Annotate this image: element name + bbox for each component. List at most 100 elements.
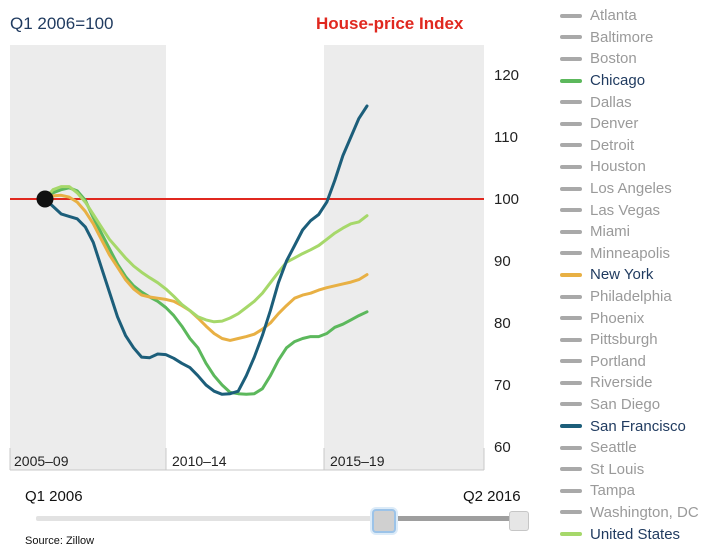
legend-item-san-francisco[interactable]: San Francisco: [560, 415, 710, 437]
legend-swatch: [560, 251, 582, 256]
legend-swatch: [560, 208, 582, 213]
time-slider-track[interactable]: [36, 516, 520, 521]
legend-label: Riverside: [590, 374, 653, 392]
period-labels: 2005–09 2010–14 2015–19: [14, 453, 385, 469]
legend-swatch: [560, 359, 582, 364]
series-line-san-francisco: [43, 104, 369, 396]
legend-swatch: [560, 56, 582, 61]
legend-label: Dallas: [590, 93, 632, 111]
legend-item-pittsburgh[interactable]: Pittsburgh: [560, 329, 710, 351]
legend-label: Miami: [590, 223, 630, 241]
period-band-3: [324, 45, 484, 470]
start-marker: [36, 190, 54, 208]
legend-label: Minneapolis: [590, 244, 671, 262]
legend-item-baltimore[interactable]: Baltimore: [560, 27, 710, 49]
legend-swatch: [560, 380, 582, 385]
source-note: Source: Zillow: [25, 535, 95, 547]
legend-swatch: [560, 316, 582, 321]
legend-item-united-states[interactable]: United States: [560, 523, 710, 545]
legend-label: Baltimore: [590, 28, 654, 46]
legend-swatch: [560, 164, 582, 169]
legend-swatch: [560, 488, 582, 493]
y-tick-label-110: 110: [494, 129, 518, 146]
legend-swatch: [560, 121, 582, 126]
start-marker-group: [36, 190, 54, 208]
legend-label: Chicago: [590, 72, 646, 90]
chart-subtitle: Q1 2006=100: [10, 14, 114, 33]
legend: Atlanta Baltimore Boston Chicago Dallas Denve…: [560, 5, 710, 545]
legend-label: San Francisco: [590, 417, 686, 435]
legend-item-las-vegas[interactable]: Las Vegas: [560, 199, 710, 221]
legend-label: Phoenix: [590, 309, 645, 327]
period-label-3: 2015–19: [330, 453, 385, 469]
legend-swatch: [560, 35, 582, 40]
legend-swatch: [560, 424, 582, 429]
period-band-1: [10, 45, 166, 470]
series-line-chicago: [43, 186, 369, 396]
y-tick-label-120: 120: [494, 67, 519, 84]
legend-swatch: [560, 78, 582, 83]
legend-item-portland[interactable]: Portland: [560, 351, 710, 373]
legend-swatch: [560, 229, 582, 234]
period-band-2: [166, 45, 324, 470]
legend-item-houston[interactable]: Houston: [560, 156, 710, 178]
y-tick-label-90: 90: [494, 253, 511, 270]
legend-label: Seattle: [590, 439, 637, 457]
y-axis-ticks: 60 70 80 90 100 110 120: [494, 67, 519, 456]
legend-label: New York: [590, 266, 654, 284]
slider-end-label: Q2 2016: [463, 488, 521, 505]
legend-item-washington-dc[interactable]: Washington, DC: [560, 502, 710, 524]
legend-label: Philadelphia: [590, 288, 672, 306]
legend-label: United States: [590, 525, 681, 543]
y-tick-label-80: 80: [494, 315, 511, 332]
legend-swatch: [560, 13, 582, 18]
legend-item-new-york[interactable]: New York: [560, 264, 710, 286]
period-label-1: 2005–09: [14, 453, 69, 469]
legend-item-seattle[interactable]: Seattle: [560, 437, 710, 459]
legend-item-tampa[interactable]: Tampa: [560, 480, 710, 502]
legend-swatch: [560, 272, 582, 277]
legend-swatch: [560, 337, 582, 342]
legend-item-chicago[interactable]: Chicago: [560, 70, 710, 92]
series-lines: [43, 104, 369, 396]
legend-label: Los Angeles: [590, 180, 672, 198]
legend-swatch: [560, 100, 582, 105]
legend-item-atlanta[interactable]: Atlanta: [560, 5, 710, 27]
legend-item-detroit[interactable]: Detroit: [560, 135, 710, 157]
legend-item-dallas[interactable]: Dallas: [560, 91, 710, 113]
legend-item-minneapolis[interactable]: Minneapolis: [560, 243, 710, 265]
legend-swatch: [560, 294, 582, 299]
period-bands: [9, 45, 485, 471]
legend-label: Washington, DC: [590, 503, 699, 521]
legend-item-denver[interactable]: Denver: [560, 113, 710, 135]
legend-swatch: [560, 510, 582, 515]
line-chart: 60 70 80 90 100 110 120 2005–09 2010–14 2015–19: [9, 45, 519, 471]
legend-item-riverside[interactable]: Riverside: [560, 372, 710, 394]
legend-label: Atlanta: [590, 7, 637, 25]
period-label-2: 2010–14: [172, 453, 227, 469]
legend-swatch: [560, 402, 582, 407]
legend-label: Boston: [590, 50, 637, 68]
legend-label: Denver: [590, 115, 639, 133]
legend-label: San Diego: [590, 395, 661, 413]
slider-start-handle[interactable]: [372, 509, 396, 533]
slider-start-label: Q1 2006: [25, 488, 83, 505]
legend-swatch: [560, 186, 582, 191]
legend-item-san-diego[interactable]: San Diego: [560, 394, 710, 416]
legend-item-boston[interactable]: Boston: [560, 48, 710, 70]
legend-swatch: [560, 445, 582, 450]
legend-item-philadelphia[interactable]: Philadelphia: [560, 286, 710, 308]
legend-swatch: [560, 143, 582, 148]
legend-item-st-louis[interactable]: St Louis: [560, 458, 710, 480]
series-line-new-york: [43, 193, 369, 342]
y-tick-label-60: 60: [494, 439, 511, 456]
legend-item-phoenix[interactable]: Phoenix: [560, 307, 710, 329]
legend-item-los-angeles[interactable]: Los Angeles: [560, 178, 710, 200]
legend-label: St Louis: [590, 460, 645, 478]
legend-item-miami[interactable]: Miami: [560, 221, 710, 243]
slider-end-handle[interactable]: [509, 511, 529, 531]
legend-label: Tampa: [590, 482, 636, 500]
time-slider-range: [382, 516, 518, 521]
chart-title: House-price Index: [316, 14, 464, 33]
series-line-united-states: [43, 185, 369, 324]
